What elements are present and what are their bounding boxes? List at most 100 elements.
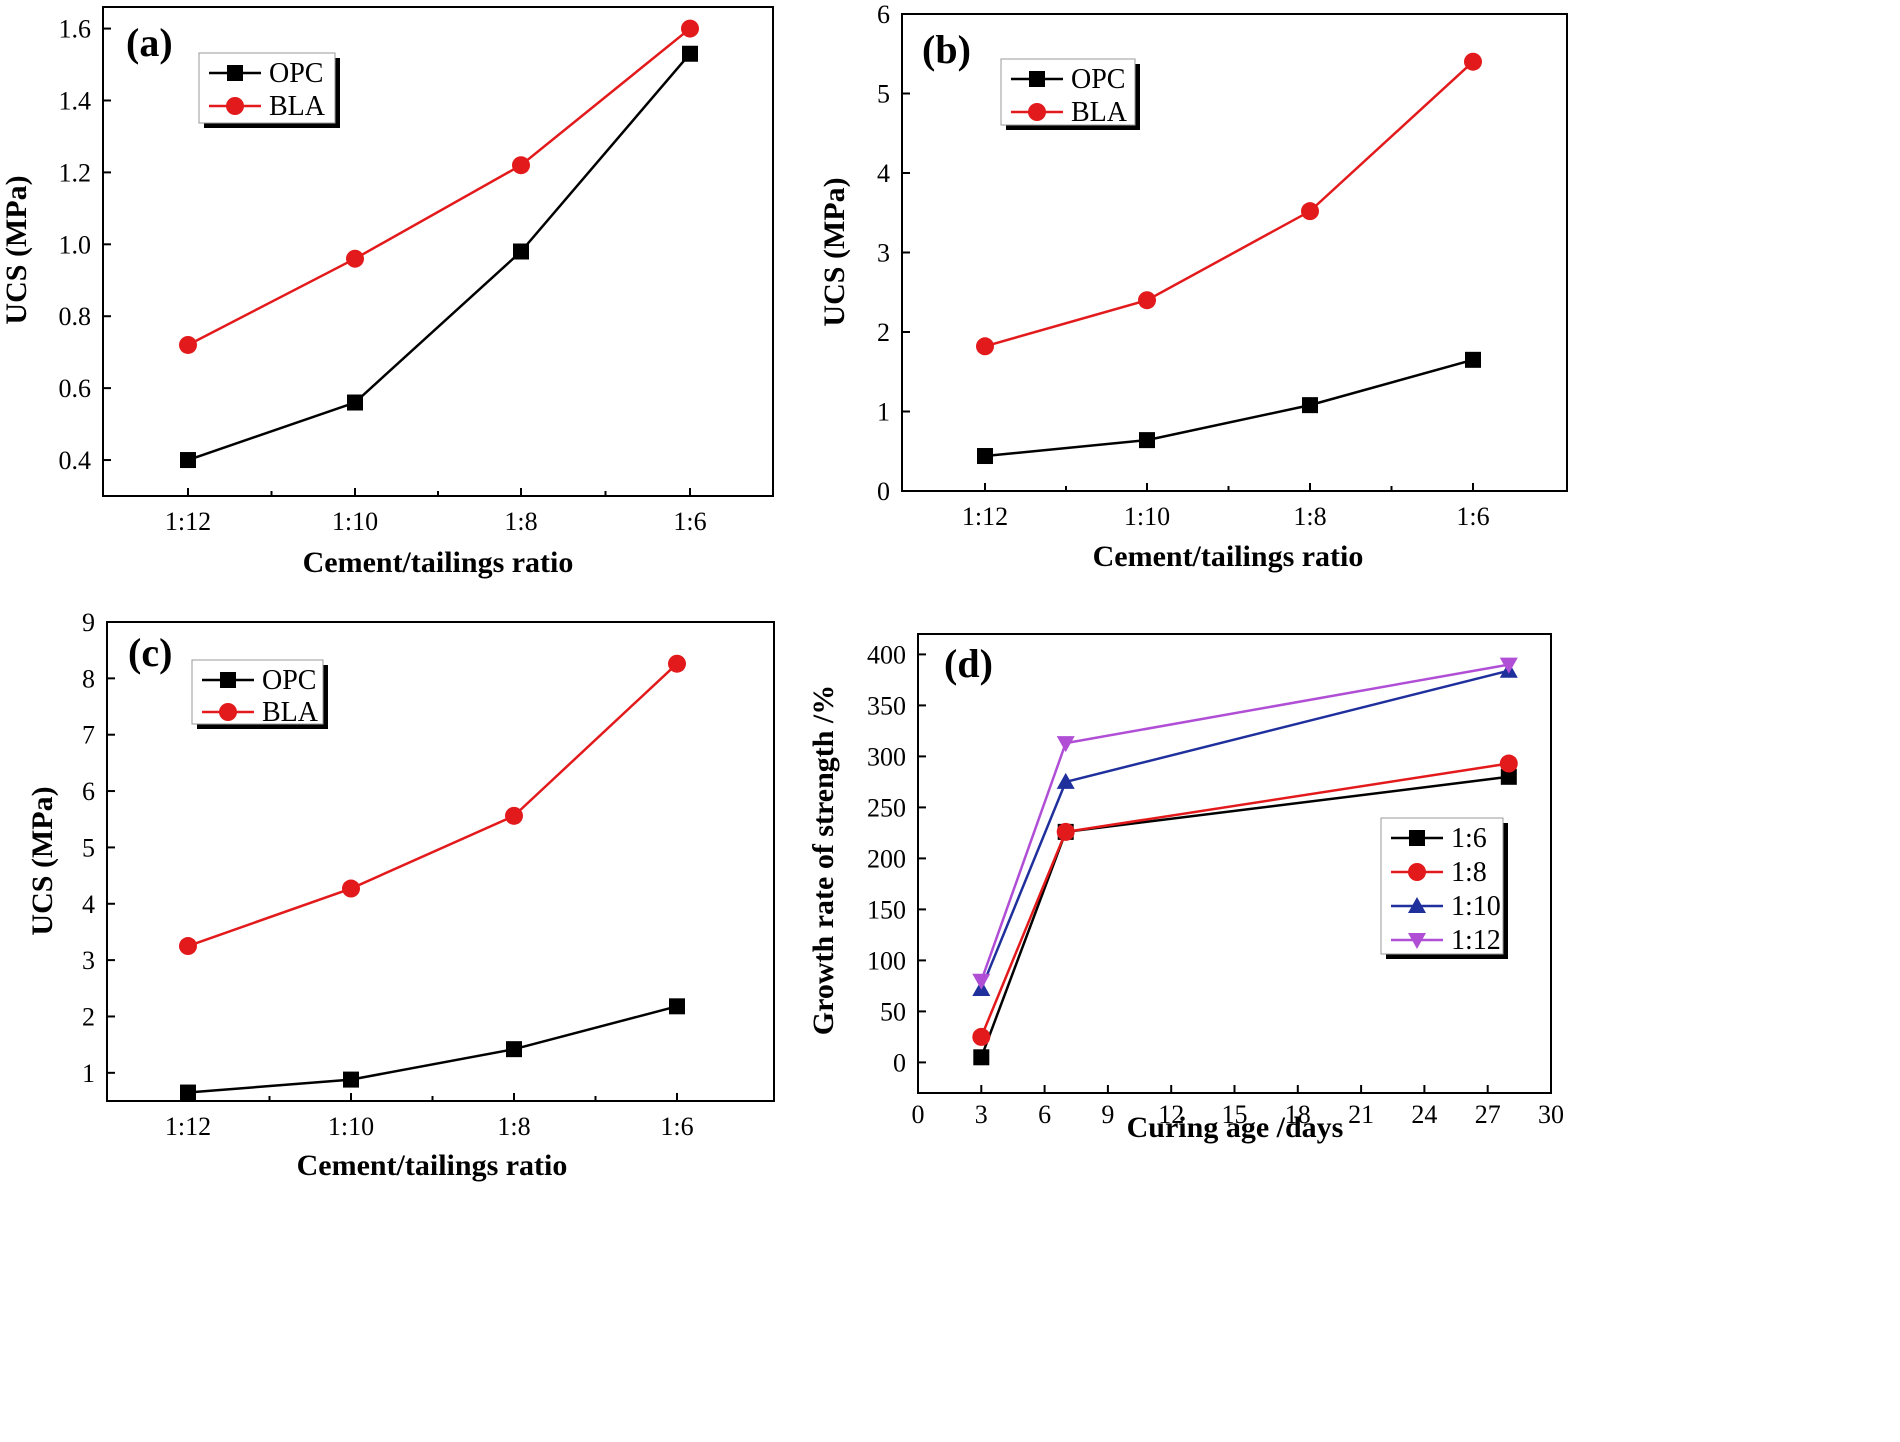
x-tick-label: 1:8	[1293, 502, 1326, 531]
data-point-1-12	[1056, 736, 1075, 753]
data-point-opc	[343, 1071, 359, 1088]
y-axis-title: UCS (MPa)	[818, 177, 851, 326]
legend-marker	[1408, 863, 1426, 881]
data-point-opc	[669, 998, 685, 1015]
y-tick-label: 250	[867, 793, 906, 822]
x-tick-label: 6	[1038, 1100, 1051, 1129]
legend-marker	[1408, 897, 1426, 913]
panel-label: (c)	[128, 630, 172, 675]
data-point-bla	[179, 937, 197, 956]
y-tick-label: 50	[880, 997, 906, 1026]
series-line-bla	[187, 662, 678, 948]
legend-label: OPC	[1071, 64, 1125, 95]
data-point-1-6	[973, 1049, 990, 1066]
data-point-1-12	[972, 973, 991, 990]
x-tick-label: 0	[912, 1100, 925, 1129]
x-tick-label: 1:12	[165, 1112, 211, 1141]
legend-label: BLA	[262, 697, 319, 728]
data-point-bla	[512, 156, 530, 175]
data-point-opc	[1302, 397, 1318, 414]
series-line-opc	[187, 1005, 678, 1094]
data-point-bla	[179, 335, 197, 354]
chart-panel-3: 1 2 3 4 5 6 7 8 9 1:12 1:10 1:8 1:6 Cement/tailings r…	[26, 608, 775, 1182]
chart-panel-2: 0 1 2 3 4 5 6 1:12 1:10 1:8 1:6 Cement/tailings rat…	[818, 0, 1568, 573]
data-point-opc	[513, 243, 529, 260]
y-tick-label: 1	[82, 1059, 95, 1088]
y-tick-label: 1.6	[59, 15, 92, 44]
data-point-opc	[1139, 432, 1155, 449]
data-point-1-10	[1056, 772, 1075, 789]
x-tick-label: 15	[1222, 1100, 1248, 1129]
y-tick-label: 1.0	[59, 230, 92, 259]
y-tick-label: 350	[867, 691, 906, 720]
x-tick-label: 1:6	[673, 507, 706, 536]
y-tick-label: 0.6	[59, 374, 92, 403]
x-axis-title: Cement/tailings ratio	[297, 1149, 568, 1182]
x-tick-label: 3	[975, 1100, 988, 1129]
y-tick-label: 400	[867, 640, 906, 669]
x-tick-label: 21	[1348, 1100, 1374, 1129]
chart-panel-1: 0.4 0.6 0.8 1.0 1.2 1.4 1.6 1:12 1:10 1:8 1:6 Cemen…	[0, 6, 774, 579]
panel-label: (a)	[126, 20, 173, 65]
data-point-bla	[668, 654, 686, 673]
data-point-1-8	[1056, 822, 1075, 841]
y-tick-label: 6	[877, 0, 890, 29]
data-point-opc	[682, 45, 698, 62]
y-tick-label: 9	[82, 608, 95, 637]
data-point-bla	[1301, 202, 1319, 221]
series-line-bla	[984, 60, 1474, 348]
y-tick-label: 150	[867, 895, 906, 924]
y-tick-label: 5	[82, 833, 95, 862]
y-tick-label: 0	[893, 1048, 906, 1077]
data-point-1-12	[1499, 657, 1518, 674]
y-tick-label: 8	[82, 664, 95, 693]
legend-label: BLA	[1071, 97, 1128, 128]
data-point-bla	[1464, 52, 1482, 71]
x-tick-label: 1:12	[165, 507, 211, 536]
y-tick-label: 2	[877, 318, 890, 347]
y-tick-label: 1.4	[59, 86, 92, 115]
legend-marker	[1408, 933, 1426, 949]
data-point-bla	[505, 806, 523, 825]
data-point-bla	[1138, 291, 1156, 310]
x-tick-label: 1:10	[332, 507, 378, 536]
x-axis-title: Cement/tailings ratio	[1093, 540, 1364, 573]
legend-marker	[1409, 830, 1425, 846]
series-line-opc	[187, 52, 691, 462]
y-tick-label: 100	[867, 946, 906, 975]
legend-marker	[227, 65, 243, 81]
y-tick-label: 4	[877, 159, 890, 188]
x-axis-title: Cement/tailings ratio	[303, 546, 574, 579]
data-point-bla	[681, 19, 699, 38]
legend-marker	[219, 703, 237, 721]
x-tick-label: 27	[1475, 1100, 1501, 1129]
panel-label: (d)	[944, 641, 993, 686]
y-tick-label: 0.4	[59, 446, 92, 475]
y-tick-label: 300	[867, 742, 906, 771]
y-tick-label: 2	[82, 1002, 95, 1031]
data-point-bla	[976, 337, 994, 356]
x-tick-label: 1:8	[497, 1112, 530, 1141]
legend-label: OPC	[269, 58, 323, 89]
data-point-opc	[1465, 351, 1481, 368]
y-tick-label: 1.2	[59, 158, 92, 187]
y-tick-label: 5	[877, 80, 890, 109]
x-axis-title: Curing age /days	[1127, 1111, 1344, 1144]
y-tick-label: 6	[82, 777, 95, 806]
data-point-opc	[506, 1041, 522, 1058]
data-point-opc	[180, 1084, 196, 1101]
y-tick-label: 7	[82, 721, 95, 750]
x-tick-label: 30	[1538, 1100, 1564, 1129]
legend-label: 1:12	[1451, 925, 1501, 956]
x-tick-label: 24	[1411, 1100, 1437, 1129]
data-point-bla	[346, 249, 364, 268]
x-tick-label: 1:6	[660, 1112, 693, 1141]
legend-label: 1:6	[1451, 823, 1487, 854]
legend-box	[191, 659, 324, 725]
data-point-1-8	[1499, 754, 1518, 773]
x-tick-label: 1:12	[962, 502, 1008, 531]
x-tick-label: 1:10	[1124, 502, 1170, 531]
x-tick-label: 1:6	[1456, 502, 1489, 531]
